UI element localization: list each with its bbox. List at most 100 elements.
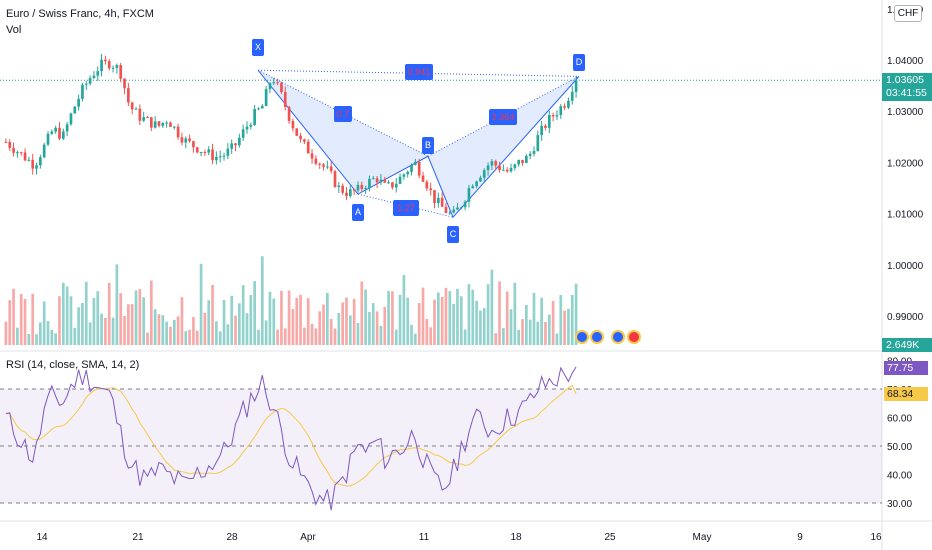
volume-bar: [314, 328, 318, 345]
volume-bar: [490, 269, 494, 345]
volume-bar: [555, 333, 559, 345]
candle-body: [192, 141, 195, 148]
candle-body: [456, 207, 459, 210]
volume-bar: [440, 296, 444, 345]
volume-bar: [536, 321, 540, 345]
candle-body: [54, 127, 57, 132]
current-price-badge: 1.03605 03:41:55: [882, 73, 932, 101]
volume-bar: [352, 298, 356, 345]
volume-bar: [35, 334, 38, 345]
volume-bar: [149, 280, 153, 345]
volume-bar: [123, 316, 126, 345]
event-icon-inner: [577, 332, 587, 342]
event-icon-inner: [613, 332, 623, 342]
candle-body: [326, 166, 329, 168]
volume-bar: [283, 328, 287, 345]
volume-bar: [138, 289, 142, 345]
volume-bar: [207, 300, 211, 345]
ratio-label: 2.364: [492, 112, 515, 122]
candle-body: [260, 105, 264, 109]
volume-bar: [574, 283, 578, 345]
volume-bar: [540, 297, 543, 345]
candle-body: [425, 181, 429, 189]
candle-body: [356, 184, 360, 191]
candle-body: [314, 158, 318, 164]
candle-body: [532, 151, 536, 154]
volume-badge: 2.649K: [882, 338, 932, 352]
candle-body: [494, 161, 498, 166]
event-icon-inner: [629, 332, 639, 342]
volume-bar: [192, 316, 195, 345]
volume-bar: [371, 303, 375, 345]
candle-body: [234, 143, 237, 146]
candle-body: [130, 102, 134, 110]
volume-bar: [268, 291, 272, 345]
candle-body: [352, 189, 356, 191]
candle-body: [490, 161, 494, 166]
candle-body: [50, 131, 54, 134]
candle-body: [123, 78, 126, 89]
harmonic-pattern[interactable]: [257, 69, 580, 219]
volume-bar: [303, 327, 306, 345]
volume-bar: [433, 299, 436, 345]
candle-body: [88, 78, 92, 84]
candle-body: [567, 100, 570, 108]
volume-bar: [245, 313, 249, 345]
pattern-legs: [257, 69, 580, 219]
volume-bar: [257, 329, 260, 345]
time-axis[interactable]: 14 21 28 Apr 11 18 25 May 9 16: [36, 532, 882, 543]
volume-bar: [161, 315, 165, 345]
candle-body: [341, 185, 344, 193]
volume-bar: [425, 318, 429, 345]
volume-bar: [169, 326, 172, 345]
candle-body: [127, 88, 130, 103]
time-tick-label: 9: [797, 532, 803, 543]
currency-button[interactable]: CHF: [894, 5, 922, 22]
current-price-value: 1.03605: [886, 74, 924, 86]
candle-body: [195, 147, 199, 153]
volume-bar: [406, 297, 410, 345]
volume-bar: [391, 291, 394, 345]
volume-bar: [249, 295, 253, 345]
candle-body: [414, 161, 417, 165]
price-tick-label: 0.99000: [887, 312, 924, 323]
volume-bar: [505, 291, 509, 345]
volume-bar: [299, 294, 302, 345]
candle-body: [146, 117, 149, 119]
volume-bar: [215, 321, 218, 345]
candle-body: [249, 124, 253, 127]
volume-bar: [333, 328, 337, 345]
candle-body: [433, 190, 436, 204]
candle-body: [283, 91, 287, 107]
volume-bar: [467, 284, 471, 345]
candle-body: [444, 206, 448, 213]
candle-body: [471, 186, 475, 189]
volume-bar: [58, 296, 61, 345]
volume-bar: [253, 281, 256, 345]
volume-bar: [368, 311, 371, 345]
volume-bar: [241, 285, 245, 345]
candle-body: [207, 149, 211, 153]
time-tick-label: 28: [226, 532, 238, 543]
candle-body: [383, 179, 387, 183]
candle-body: [360, 184, 364, 189]
event-icons[interactable]: [575, 330, 641, 344]
pattern-ratio-line: [257, 69, 580, 77]
rsi-label: RSI (14, close, SMA, 14, 2): [6, 359, 140, 371]
rsi-ma-badge: 68.34: [884, 387, 928, 401]
candle-body: [149, 117, 153, 128]
candle-body: [188, 138, 191, 142]
price-tick-label: 1.04000: [887, 56, 924, 67]
candle-body: [459, 207, 463, 209]
candle-body: [306, 141, 310, 154]
volume-bar: [398, 294, 402, 345]
volume-bar: [459, 296, 463, 345]
ratio-label: 0.941: [408, 67, 431, 77]
volume-bar: [544, 322, 547, 345]
candle-body: [81, 84, 84, 99]
candle-body: [39, 157, 42, 166]
volume-bar: [27, 334, 31, 345]
pattern-point-label: A: [355, 207, 361, 217]
